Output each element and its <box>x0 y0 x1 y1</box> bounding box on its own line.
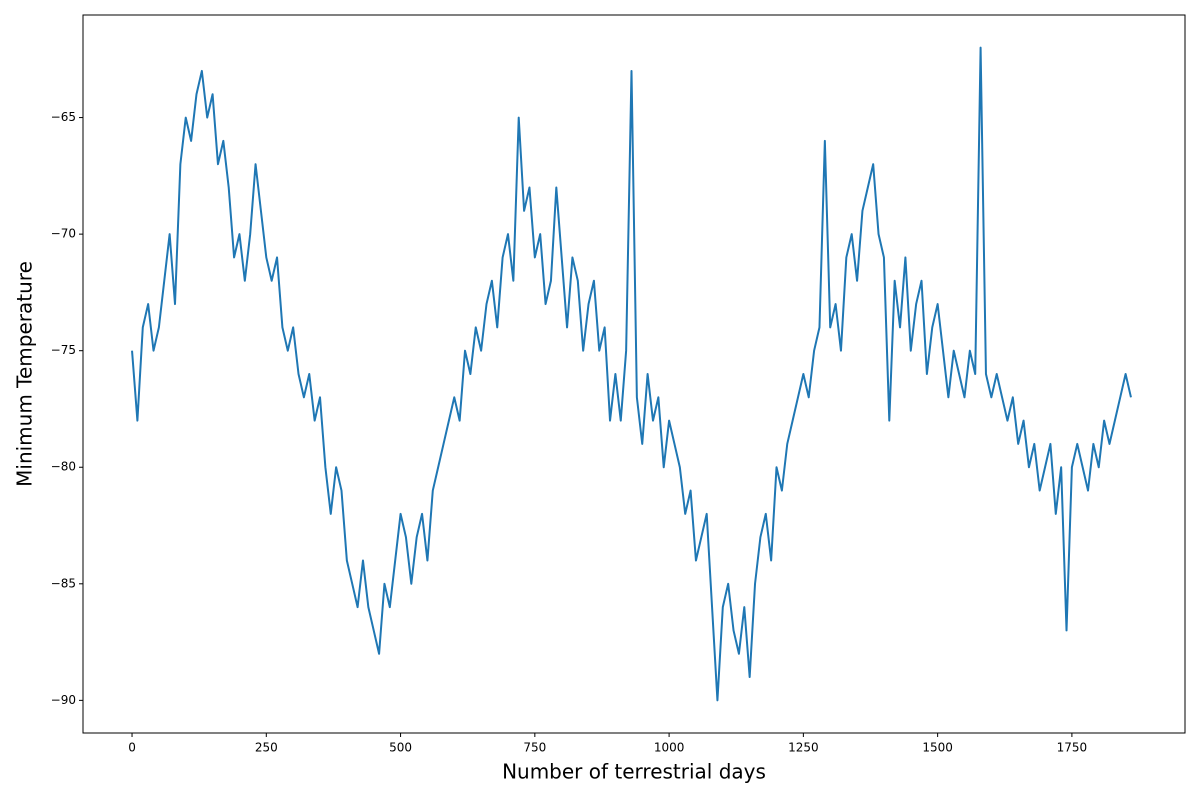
y-tick-label: −65 <box>51 110 76 124</box>
x-tick-label: 1250 <box>788 741 819 755</box>
x-tick-label: 1500 <box>922 741 953 755</box>
x-tick-label: 1000 <box>654 741 685 755</box>
data-line <box>131 46 1132 702</box>
x-tick-label: 0 <box>128 741 136 755</box>
y-tick-label: −85 <box>51 576 76 590</box>
plot-frame <box>82 14 1186 734</box>
y-tick-label: −90 <box>51 693 76 707</box>
x-tick-label: 500 <box>389 741 412 755</box>
x-axis-label: Number of terrestrial days <box>502 760 766 784</box>
y-axis-label: Minimum Temperature <box>13 261 37 487</box>
x-tick-label: 250 <box>255 741 278 755</box>
y-tick-label: −70 <box>51 227 76 241</box>
x-tick-label: 750 <box>523 741 546 755</box>
y-tick-label: −75 <box>51 343 76 357</box>
y-tick-label: −80 <box>51 460 76 474</box>
x-tick-label: 1750 <box>1057 741 1088 755</box>
